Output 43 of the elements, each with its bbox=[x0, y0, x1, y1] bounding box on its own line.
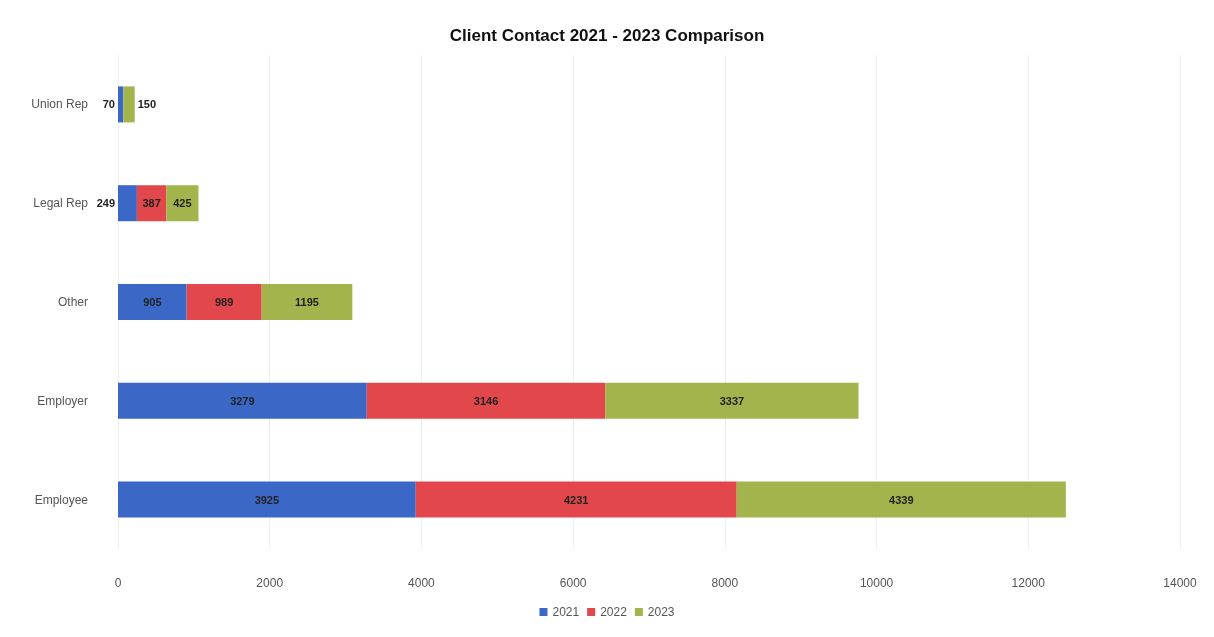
data-label: 150 bbox=[137, 98, 157, 111]
data-label: 989 bbox=[214, 296, 234, 308]
y-tick-label: Employee bbox=[34, 492, 89, 507]
data-label: 249 bbox=[96, 197, 115, 210]
bar bbox=[186, 284, 262, 320]
data-label: 3337 bbox=[719, 394, 745, 407]
bar bbox=[118, 284, 187, 320]
data-label: 70 bbox=[102, 98, 115, 111]
x-tick-label: 2000 bbox=[256, 576, 284, 590]
data-label: 905 bbox=[143, 296, 162, 308]
bar bbox=[736, 481, 1066, 518]
data-label: 387 bbox=[142, 197, 161, 210]
x-tick-label: 10000 bbox=[859, 576, 894, 590]
bar bbox=[261, 284, 353, 320]
data-label: 3279 bbox=[230, 394, 255, 407]
bar bbox=[605, 382, 859, 419]
bar bbox=[118, 382, 367, 419]
y-tick-label: Legal Rep bbox=[33, 196, 89, 211]
data-label: 425 bbox=[173, 197, 192, 210]
data-label: 4231 bbox=[563, 493, 589, 506]
chart-title: Client Contact 2021 - 2023 Comparison bbox=[449, 26, 765, 45]
legend-label: 2022 bbox=[600, 605, 628, 619]
x-tick-label: 6000 bbox=[559, 576, 587, 590]
bar bbox=[118, 185, 137, 222]
y-tick-label: Employer bbox=[37, 393, 88, 408]
bar bbox=[366, 382, 606, 419]
x-tick-label: 4000 bbox=[408, 576, 436, 590]
legend-label: 2023 bbox=[647, 605, 675, 619]
y-tick-label: Union Rep bbox=[31, 97, 89, 112]
y-tick-label: Other bbox=[57, 295, 88, 309]
data-label: 4339 bbox=[889, 493, 914, 506]
data-label: 3146 bbox=[473, 394, 499, 407]
bar bbox=[415, 481, 737, 518]
x-tick-label: 14000 bbox=[1163, 576, 1198, 590]
bar bbox=[123, 86, 135, 123]
x-tick-label: 12000 bbox=[1011, 576, 1046, 590]
bar bbox=[118, 481, 416, 518]
legend-label: 2021 bbox=[552, 605, 580, 619]
x-tick-label: 0 bbox=[114, 576, 122, 590]
data-label: 1195 bbox=[295, 296, 319, 308]
x-tick-label: 8000 bbox=[711, 576, 739, 590]
data-label: 3925 bbox=[254, 493, 280, 506]
bar bbox=[118, 86, 124, 123]
